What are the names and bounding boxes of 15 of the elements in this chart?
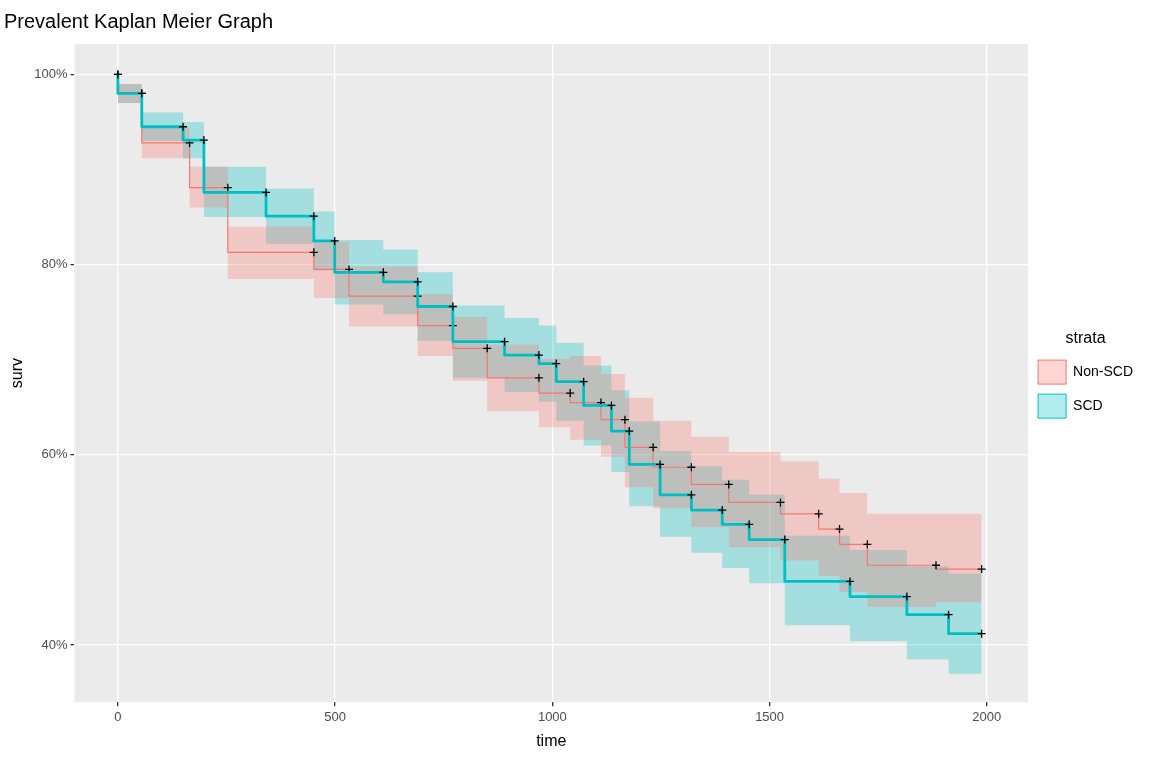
legend-title: strata xyxy=(1065,329,1106,347)
legend-label: Non-SCD xyxy=(1073,362,1133,379)
y-tick-label: 40% xyxy=(41,636,68,652)
y-tick-label: 80% xyxy=(41,256,68,272)
x-axis-title: time xyxy=(536,731,567,749)
y-axis-title: surv xyxy=(8,357,26,389)
chart-title: Prevalent Kaplan Meier Graph xyxy=(4,9,274,32)
x-tick-label: 1000 xyxy=(537,708,567,724)
y-tick-label: 60% xyxy=(41,446,68,462)
y-tick-label: 100% xyxy=(34,66,68,82)
x-tick-label: 500 xyxy=(324,708,346,724)
legend-label: SCD xyxy=(1073,396,1103,413)
x-tick-label: 2000 xyxy=(972,708,1002,724)
x-tick-label: 0 xyxy=(114,708,122,724)
x-tick-label: 1500 xyxy=(755,708,785,724)
